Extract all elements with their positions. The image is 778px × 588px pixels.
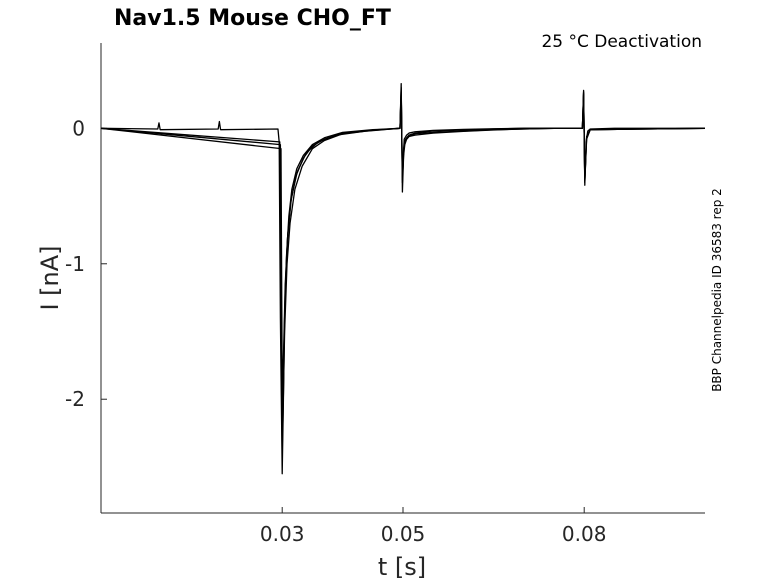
- x-tick-label: 0.05: [381, 522, 426, 546]
- current-trace-3: [100, 89, 706, 427]
- y-tick-label: 0: [72, 116, 85, 140]
- y-tick-label: -2: [65, 387, 85, 411]
- x-axis-label: t [s]: [378, 553, 426, 581]
- current-trace-1: [100, 82, 705, 475]
- x-tick-label: 0.03: [260, 522, 305, 546]
- traces: [100, 82, 706, 475]
- chart-title: Nav1.5 Mouse CHO_FT: [114, 6, 391, 31]
- x-tick-label: 0.08: [562, 522, 607, 546]
- source-annotation: BBP Channelpedia ID 36583 rep 2: [710, 188, 724, 392]
- axes: 0.03 0.05 0.08 -2 -1 0: [65, 43, 705, 546]
- condition-annotation: 25 °C Deactivation: [541, 32, 702, 52]
- y-tick-label: -1: [65, 252, 85, 276]
- y-axis-label: I [nA]: [36, 245, 64, 310]
- current-trace-2: [100, 87, 706, 455]
- current-trace-4: [100, 92, 706, 387]
